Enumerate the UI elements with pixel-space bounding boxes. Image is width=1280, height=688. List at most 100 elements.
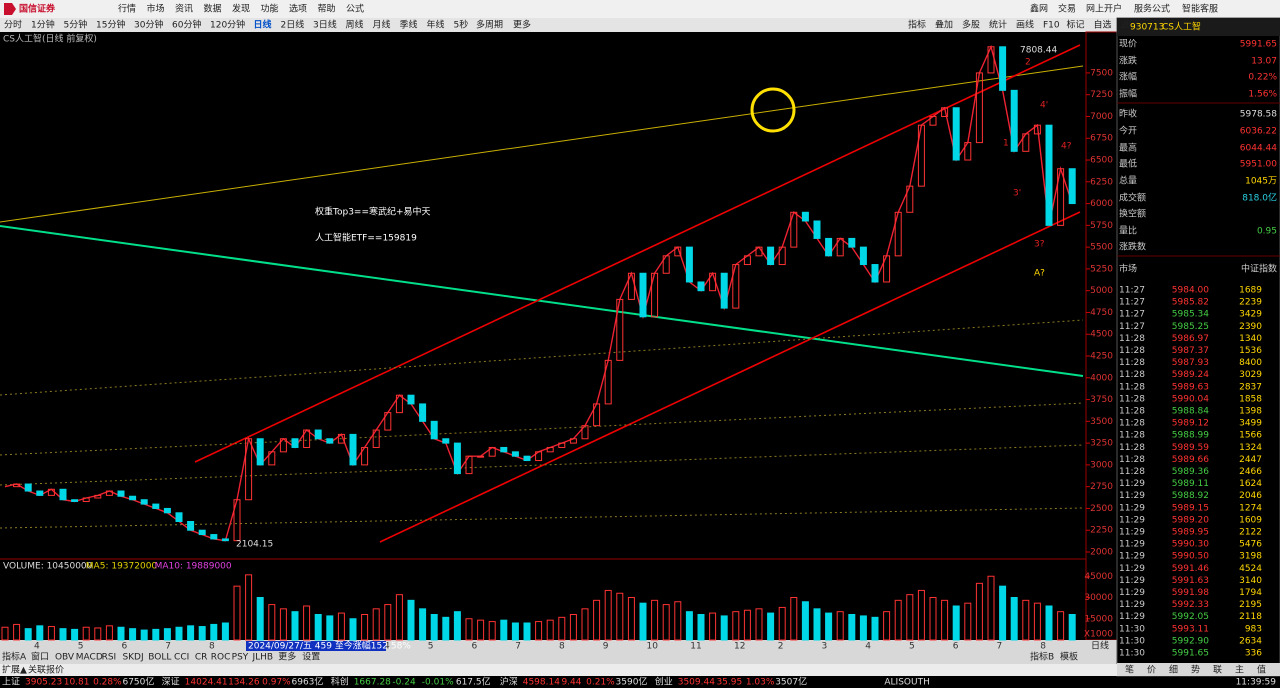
- menu-item[interactable]: 网上开户: [1086, 3, 1122, 15]
- period-tab[interactable]: 分时: [4, 19, 22, 31]
- tool-button[interactable]: 统计: [989, 19, 1007, 31]
- tick-price: 5993.11: [1172, 624, 1209, 634]
- tick-price: 5989.20: [1172, 515, 1209, 525]
- quote-tab[interactable]: 联: [1213, 665, 1222, 676]
- indicator-tab[interactable]: SKDJ: [122, 653, 143, 663]
- indicator-tab[interactable]: RSI: [102, 653, 117, 663]
- menu-item[interactable]: 选项: [289, 3, 307, 15]
- menu-item[interactable]: 公式: [346, 3, 364, 15]
- menu-item[interactable]: 数据: [204, 3, 222, 15]
- candle: [685, 246, 693, 283]
- period-tab[interactable]: 120分钟: [210, 19, 245, 31]
- quote-tab[interactable]: 细: [1169, 664, 1178, 676]
- candle: [848, 237, 856, 248]
- menu-item[interactable]: 发现: [232, 3, 250, 15]
- indicator-tab[interactable]: CCI: [174, 653, 189, 663]
- menu-item[interactable]: 功能: [261, 3, 279, 15]
- indicator-tab[interactable]: MACD: [76, 653, 103, 663]
- menu-item[interactable]: 服务公式: [1134, 3, 1170, 15]
- tick-volume: 2122: [1239, 528, 1262, 538]
- tool-button[interactable]: 标记: [1067, 19, 1085, 31]
- period-tab[interactable]: 日线: [254, 19, 272, 31]
- period-tab[interactable]: 60分钟: [172, 19, 201, 31]
- extend-tab[interactable]: 扩展▲: [2, 664, 27, 676]
- low-label: 2104.15: [236, 540, 273, 550]
- tick-volume: 3140: [1239, 576, 1262, 586]
- indicator-tab[interactable]: JLHB: [252, 653, 274, 663]
- period-tab[interactable]: 5秒: [454, 19, 469, 31]
- quote-tab[interactable]: 值: [1257, 664, 1266, 676]
- index-field: 上证: [2, 677, 20, 688]
- quote-tab[interactable]: 笔: [1125, 664, 1134, 676]
- indicator-tab[interactable]: PSY: [232, 653, 249, 663]
- volume-bar: [639, 602, 647, 641]
- month-label: 11: [690, 642, 701, 652]
- chart-tab[interactable]: 模板: [1060, 651, 1078, 663]
- quote-tab[interactable]: 主: [1235, 664, 1244, 676]
- y-tick-label: 4250: [1090, 352, 1113, 362]
- menu-item[interactable]: 交易: [1058, 3, 1076, 15]
- tool-button[interactable]: 叠加: [935, 20, 953, 31]
- period-tab[interactable]: 多周期: [476, 19, 503, 31]
- tool-button[interactable]: 画线: [1016, 19, 1034, 31]
- indicator-tab[interactable]: 更多: [278, 651, 296, 663]
- period-tab[interactable]: 月线: [373, 19, 391, 31]
- indicator-tab[interactable]: CR: [195, 653, 208, 663]
- candle: [790, 211, 798, 248]
- extend-tab[interactable]: 关联报价: [28, 664, 64, 676]
- menu-item[interactable]: 资讯: [175, 4, 193, 15]
- tick-price: 5991.63: [1172, 576, 1209, 586]
- volume-bar: [59, 628, 67, 641]
- period-tab[interactable]: 3日线: [313, 19, 337, 31]
- period-tab[interactable]: 1分钟: [31, 19, 55, 31]
- period-tab[interactable]: 更多: [513, 19, 531, 31]
- tick-time: 11:29: [1119, 503, 1145, 513]
- month-label: 5: [78, 642, 84, 652]
- quote-tab[interactable]: 势: [1191, 664, 1200, 676]
- tool-button[interactable]: 多股: [962, 19, 980, 31]
- menu-item[interactable]: 智能客服: [1182, 3, 1218, 15]
- quote-tab[interactable]: 价: [1147, 665, 1156, 676]
- menu-item[interactable]: 鑫网: [1030, 3, 1048, 15]
- candle: [71, 499, 79, 502]
- tick-volume: 5476: [1239, 540, 1262, 550]
- index-field: 35.95: [716, 678, 742, 688]
- period-tab[interactable]: 15分钟: [96, 19, 125, 31]
- quote-value: 13.07: [1251, 57, 1277, 67]
- candle: [477, 455, 485, 458]
- candle: [1045, 124, 1053, 226]
- indicator-tab[interactable]: ROC: [211, 653, 231, 663]
- indicator-tab[interactable]: 窗口: [31, 651, 49, 663]
- candle: [279, 438, 287, 453]
- indicator-tab[interactable]: BOLL: [148, 653, 171, 663]
- period-tab[interactable]: 年线: [427, 19, 445, 31]
- index-field: -0.01%: [422, 678, 454, 688]
- tool-button[interactable]: 返回: [1121, 19, 1139, 31]
- candle: [999, 46, 1007, 91]
- period-tab[interactable]: 30分钟: [134, 19, 163, 31]
- tool-button[interactable]: 自选: [1094, 19, 1112, 31]
- y-tick-label: 3250: [1090, 439, 1113, 449]
- menu-item[interactable]: 帮助: [318, 3, 336, 15]
- menu-item[interactable]: 市场: [147, 3, 165, 15]
- candle: [337, 433, 345, 444]
- period-tab[interactable]: 5分钟: [64, 19, 88, 31]
- period-tab[interactable]: 季线: [400, 19, 418, 31]
- period-tab[interactable]: 周线: [346, 19, 364, 31]
- month-label: 6: [122, 642, 128, 652]
- period-tab[interactable]: 2日线: [281, 19, 305, 31]
- tick-volume: 3198: [1239, 552, 1262, 562]
- candle: [1033, 124, 1041, 135]
- month-label: 7: [997, 642, 1003, 652]
- tool-button[interactable]: 指标: [908, 19, 926, 31]
- indicator-tab[interactable]: OBV: [55, 653, 75, 663]
- volume-bar: [593, 599, 601, 641]
- menu-item[interactable]: 行情: [118, 3, 136, 15]
- indicator-tab[interactable]: 指标A: [2, 651, 27, 663]
- volume-bar: [175, 626, 183, 641]
- indicator-tab[interactable]: 设置: [302, 652, 320, 663]
- chart-tab[interactable]: 指标B: [1030, 651, 1054, 663]
- tool-button[interactable]: F10: [1043, 21, 1060, 31]
- tick-time: 11:28: [1119, 419, 1145, 429]
